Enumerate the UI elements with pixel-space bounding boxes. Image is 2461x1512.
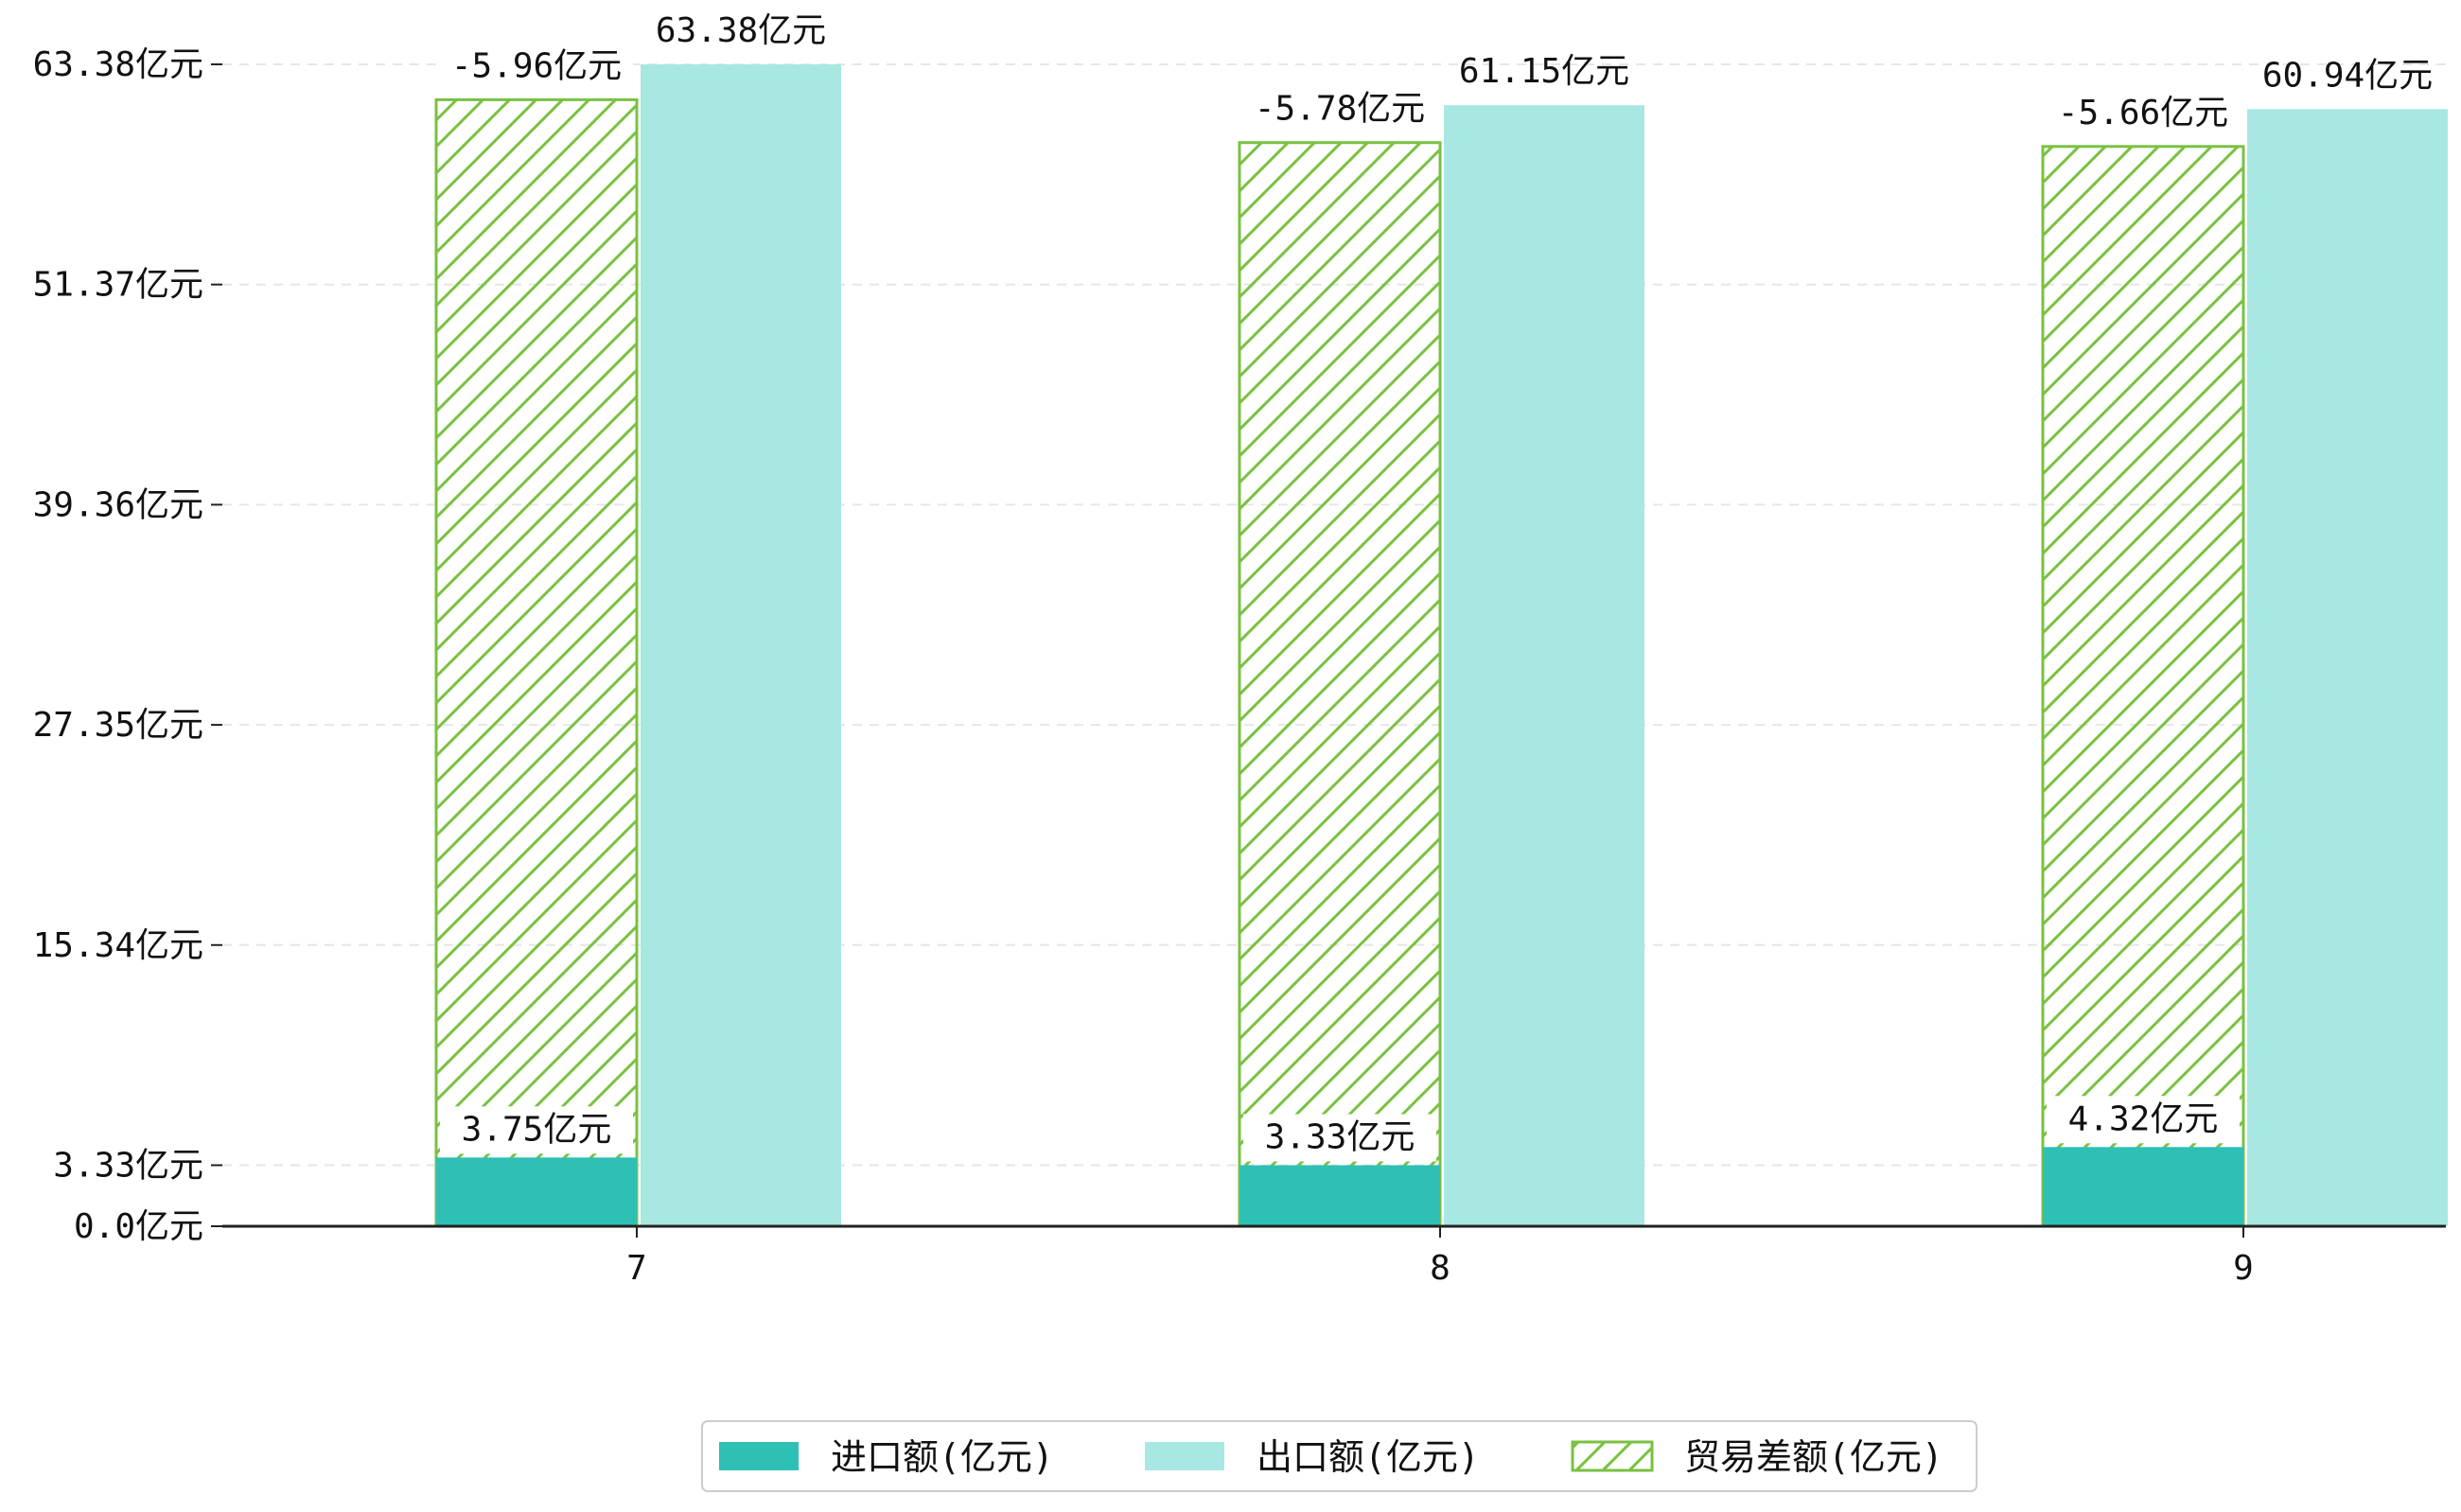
export-bar xyxy=(1444,105,1644,1227)
balance-value-label: -5.96亿元 xyxy=(451,46,622,85)
y-tick-label: 0.0亿元 xyxy=(74,1207,203,1246)
import-bar xyxy=(1239,1165,1440,1226)
balance-value-label: -5.66亿元 xyxy=(2058,94,2228,132)
legend-swatch xyxy=(719,1442,799,1470)
legend-box xyxy=(701,1420,1978,1492)
export-bar xyxy=(641,64,841,1226)
legend: 进口额(亿元) 出口额(亿元) 贸易差额(亿元) xyxy=(701,1420,1978,1492)
import-value-label: 3.75亿元 xyxy=(462,1110,612,1149)
import-value-label: 4.32亿元 xyxy=(2068,1099,2219,1138)
trade-balance-bar xyxy=(1238,141,1442,1228)
legend-swatch xyxy=(1145,1442,1224,1470)
balance-value-label: -5.78亿元 xyxy=(1255,90,1425,129)
import-bar xyxy=(436,1157,637,1226)
y-tick-label: 63.38亿元 xyxy=(33,45,203,84)
x-tick-label: 9 xyxy=(2233,1249,2254,1288)
balance-label-bg xyxy=(2047,87,2240,137)
import-label-bg xyxy=(440,1106,633,1154)
export-value-label: 63.38亿元 xyxy=(656,11,826,50)
y-tick-label: 15.34亿元 xyxy=(33,926,203,965)
x-tick-label: 8 xyxy=(1430,1249,1450,1288)
y-tick-label: 51.37亿元 xyxy=(33,266,203,305)
import-label-bg xyxy=(1243,1114,1436,1162)
export-value-label: 61.15亿元 xyxy=(1459,52,1629,91)
trade-balance-bar xyxy=(434,97,639,1228)
balance-label-bg xyxy=(440,41,633,91)
y-tick-label: 39.36亿元 xyxy=(33,485,203,524)
import-value-label: 3.33亿元 xyxy=(1265,1117,1415,1156)
legend-label: 出口额(亿元) xyxy=(1257,1436,1480,1478)
y-tick-label: 27.35亿元 xyxy=(33,706,203,745)
export-bar xyxy=(2247,109,2448,1226)
legend-label: 贸易差额(亿元) xyxy=(1684,1436,1943,1478)
legend-swatch xyxy=(1571,1440,1654,1472)
y-tick-label: 3.33亿元 xyxy=(53,1146,203,1185)
balance-label-bg xyxy=(1243,83,1436,133)
trade-balance-bar xyxy=(2041,145,2245,1228)
legend-label: 进口额(亿元) xyxy=(831,1436,1054,1478)
x-tick-label: 7 xyxy=(626,1249,647,1288)
import-bar xyxy=(2043,1147,2243,1226)
import-label-bg xyxy=(2047,1096,2240,1144)
export-value-label: 60.94亿元 xyxy=(2262,56,2433,95)
